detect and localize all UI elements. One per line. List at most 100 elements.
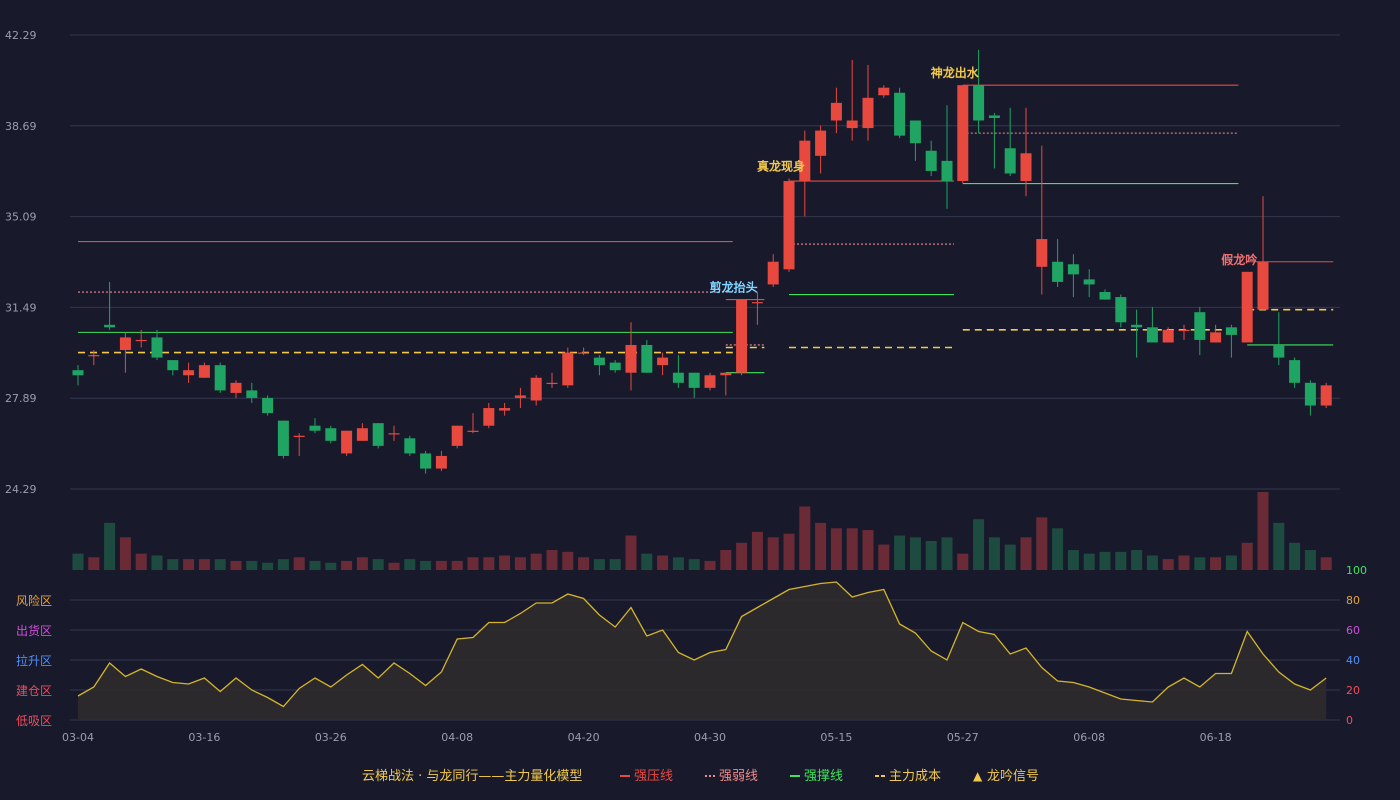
candle-body bbox=[1146, 327, 1158, 343]
volume-bar bbox=[1083, 553, 1095, 570]
volume-bar bbox=[1020, 537, 1032, 570]
candle-layer bbox=[72, 49, 1332, 474]
candle-body bbox=[277, 420, 289, 456]
volume-bar bbox=[1289, 542, 1301, 570]
volume-bar bbox=[1146, 555, 1158, 570]
volume-bar bbox=[325, 562, 337, 570]
volume-bar bbox=[88, 557, 100, 570]
volume-bar bbox=[104, 522, 116, 570]
candle-body bbox=[1162, 329, 1174, 343]
volume-bar bbox=[167, 559, 179, 570]
candle-body bbox=[672, 372, 684, 383]
volume-bar bbox=[830, 528, 842, 570]
price-tick-label: 24.29 bbox=[5, 483, 37, 496]
volume-bar bbox=[262, 562, 274, 570]
candle-body bbox=[388, 433, 400, 435]
price-tick-label: 38.69 bbox=[5, 120, 37, 133]
volume-bar bbox=[641, 553, 653, 570]
candle-body bbox=[404, 438, 416, 454]
volume-bar bbox=[973, 519, 985, 570]
candle-body bbox=[356, 428, 368, 441]
volume-bar bbox=[72, 553, 84, 570]
volume-bar bbox=[1225, 555, 1237, 570]
volume-bar bbox=[388, 562, 400, 570]
candle-body bbox=[262, 397, 274, 414]
legend: 云梯战法 · 与龙同行——主力量化模型 强压线 强弱线 强撑线 主力成本 ▲ 龙吟信号 bbox=[362, 768, 1039, 784]
candle-body bbox=[925, 150, 937, 171]
volume-bar bbox=[483, 557, 495, 570]
candle-body bbox=[435, 455, 447, 469]
volume-bar bbox=[1131, 550, 1143, 570]
x-tick-label: 03-04 bbox=[62, 731, 94, 744]
candle-body bbox=[135, 339, 147, 342]
volume-bar bbox=[751, 531, 763, 570]
legend-item-label: 主力成本 bbox=[889, 769, 941, 784]
candle-body bbox=[941, 160, 953, 182]
volume-bar bbox=[514, 557, 526, 570]
candle-body bbox=[246, 390, 258, 398]
indicator-line bbox=[77, 581, 1327, 708]
zone-label: 建仓区 bbox=[16, 684, 52, 698]
candle-body bbox=[862, 97, 874, 129]
x-tick-label: 04-20 bbox=[568, 731, 600, 744]
volume-layer bbox=[72, 492, 1332, 570]
candle-body bbox=[499, 408, 511, 411]
candle-body bbox=[799, 140, 811, 182]
volume-bar bbox=[499, 555, 511, 570]
volume-bar bbox=[925, 540, 937, 570]
indicator-tick-label: 40 bbox=[1346, 654, 1360, 667]
volume-bar bbox=[799, 506, 811, 570]
candle-body bbox=[1178, 329, 1190, 332]
volume-bar bbox=[862, 530, 874, 570]
volume-bar bbox=[1004, 544, 1016, 570]
volume-bar bbox=[356, 557, 368, 570]
volume-bar bbox=[878, 544, 890, 570]
volume-bar bbox=[1036, 517, 1048, 570]
volume-bar bbox=[214, 559, 226, 570]
volume-bar bbox=[230, 560, 242, 570]
candle-body bbox=[151, 337, 163, 358]
volume-bar bbox=[341, 560, 353, 570]
candle-body bbox=[894, 92, 906, 136]
zone-label: 低吸区 bbox=[16, 714, 52, 728]
volume-bar bbox=[688, 559, 700, 570]
candle-body bbox=[720, 372, 732, 376]
volume-bar bbox=[609, 559, 621, 570]
volume-bar bbox=[404, 559, 416, 570]
volume-bar bbox=[625, 535, 637, 570]
volume-bar bbox=[767, 537, 779, 570]
volume-bar bbox=[1273, 522, 1285, 570]
price-tick-label: 42.29 bbox=[5, 29, 37, 42]
axis-layer: 42.29 38.69 35.09 31.49 27.89 24.29 100 80 60 40 2… bbox=[5, 29, 1367, 744]
indicator-tick-label: 80 bbox=[1346, 594, 1360, 607]
volume-bar bbox=[1115, 551, 1127, 570]
volume-bar bbox=[704, 560, 716, 570]
volume-bar bbox=[1304, 550, 1316, 570]
volume-bar bbox=[372, 559, 384, 570]
candle-body bbox=[420, 453, 432, 469]
legend-triangle-icon: ▲ bbox=[973, 769, 983, 783]
candle-body bbox=[593, 357, 605, 366]
level-lines-layer bbox=[78, 84, 1334, 374]
volume-bar bbox=[1067, 550, 1079, 570]
x-tick-label: 04-08 bbox=[441, 731, 473, 744]
candle-body bbox=[909, 120, 921, 144]
volume-bar bbox=[1210, 557, 1222, 570]
volume-bar bbox=[736, 542, 748, 570]
candle-body bbox=[325, 428, 337, 441]
candle-body bbox=[530, 377, 542, 401]
indicator-tick-label: 100 bbox=[1346, 564, 1367, 577]
volume-bar bbox=[1162, 559, 1174, 570]
candle-body bbox=[1115, 297, 1127, 323]
volume-bar bbox=[420, 560, 432, 570]
volume-bar bbox=[783, 533, 795, 570]
candle-body bbox=[830, 102, 842, 121]
candle-body bbox=[625, 344, 637, 373]
candle-body bbox=[88, 355, 100, 357]
volume-bar bbox=[562, 551, 574, 570]
volume-bar bbox=[941, 537, 953, 570]
volume-bar bbox=[119, 537, 131, 570]
x-tick-label: 06-18 bbox=[1200, 731, 1232, 744]
candle-body bbox=[751, 302, 763, 304]
